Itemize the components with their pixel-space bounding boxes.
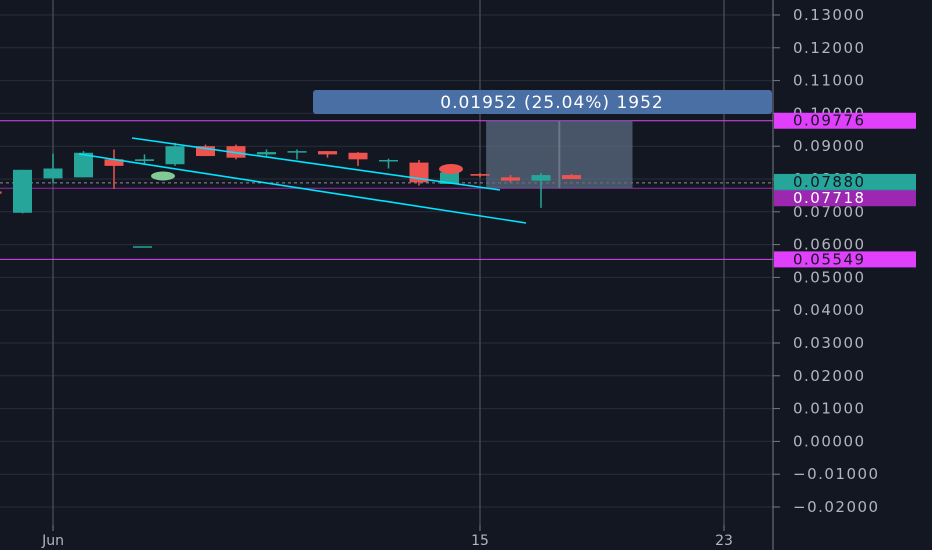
channel-upper-line: [131, 137, 501, 191]
candle-body: [440, 172, 459, 184]
level-tag-mid-label: 0.07718: [793, 189, 866, 207]
candle-body: [257, 152, 276, 155]
candle-body: [470, 174, 490, 176]
candle-body: [501, 177, 520, 181]
y-tick-label: −0.01000: [793, 465, 880, 483]
candle-body: [0, 191, 2, 194]
candle-body: [562, 175, 581, 179]
trend-channel[interactable]: [78, 137, 527, 224]
candle-body: [348, 152, 368, 160]
y-tick-label: 0.00000: [793, 432, 866, 450]
y-tick-label: 0.09000: [793, 137, 866, 155]
sell-signal-marker: [439, 164, 463, 174]
candle-body: [104, 159, 124, 166]
candle-body: [287, 151, 307, 153]
signal-markers: [151, 164, 463, 181]
x-tick-label: 15: [471, 533, 489, 549]
candle-body: [318, 151, 337, 155]
level-tag-low-box: [774, 251, 916, 268]
y-tick-label: 0.11000: [793, 72, 866, 90]
buy-signal-marker: [151, 171, 175, 181]
candle-body: [531, 175, 551, 181]
y-tick-label: 0.12000: [793, 39, 866, 57]
x-tick-label: 23: [715, 533, 733, 549]
y-tick-label: 0.04000: [793, 301, 866, 319]
y-tick-label: 0.05000: [793, 268, 866, 286]
level-tag-high-box: [774, 112, 916, 129]
candle-body: [135, 159, 154, 161]
horizontal-levels: [0, 120, 773, 260]
y-tick-label: 0.07000: [793, 203, 866, 221]
candle-body: [43, 168, 63, 179]
y-tick-label: −0.02000: [793, 498, 880, 516]
level-tag-mid-box: [774, 190, 916, 207]
current-price-tag-label: 0.07880: [793, 173, 866, 191]
channel-lower-line: [78, 153, 527, 224]
y-tick-label: 0.03000: [793, 334, 866, 352]
candle-body: [379, 159, 398, 162]
y-tick-label: 0.13000: [793, 6, 866, 24]
time-axis[interactable]: Jun 15 23: [41, 525, 733, 549]
measure-label: 0.01952 (25.04%) 1952: [440, 93, 663, 113]
measure-label-box: [313, 90, 772, 114]
candle-body: [13, 169, 32, 213]
level-tag-low-label: 0.05549: [793, 250, 866, 268]
grid-lines: [0, 0, 773, 525]
y-tick-label: 0.02000: [793, 367, 866, 385]
x-tick-label: Jun: [41, 533, 64, 549]
y-tick-label: 0.06000: [793, 236, 866, 254]
current-price-tag-box: [774, 173, 916, 190]
candle-body: [74, 152, 93, 178]
level-tag-high-label: 0.09776: [793, 112, 866, 130]
candle-body: [196, 146, 215, 157]
y-tick-label: 0.01000: [793, 400, 866, 418]
candle-body: [165, 146, 185, 165]
